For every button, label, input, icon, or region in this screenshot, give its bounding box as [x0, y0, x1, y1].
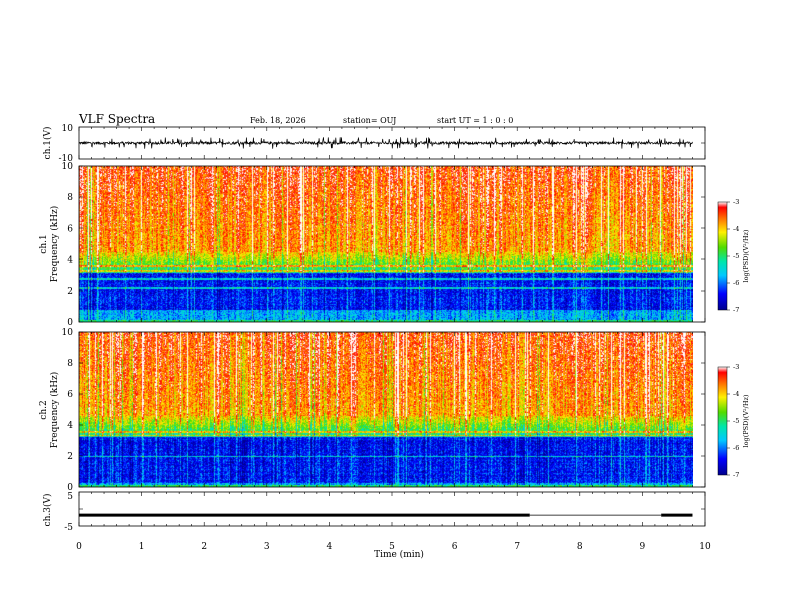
ch1-spectrogram-image — [79, 166, 693, 322]
ch3-waveform-panel: 5 -5 ch.3(V) 0 1 2 3 4 5 6 7 8 9 10 Time (min) — [42, 491, 711, 560]
colorbar-tick-label: -7 — [733, 306, 739, 314]
time-axis-label: Time (min) — [374, 549, 424, 560]
colorbar-tick-label: -5 — [733, 417, 739, 425]
time-tick-label: 8 — [577, 542, 583, 552]
time-tick-label: 0 — [76, 542, 82, 552]
time-tick-label: 7 — [514, 542, 520, 552]
time-tick-label: 6 — [452, 542, 458, 552]
colorbar-tick-label: -7 — [733, 471, 739, 479]
ch1-ytick-bottom: -10 — [59, 154, 74, 164]
time-tick-label: 4 — [327, 542, 333, 552]
colorbar-tick-label: -3 — [733, 198, 739, 206]
frequency-tick-label: 8 — [67, 359, 73, 369]
ch1-ytick-top: 10 — [62, 124, 74, 134]
ch1-waveform-ticks — [78, 127, 706, 159]
ch1-colorbar-ticks: -3 -4 -5 -6 -7 — [727, 198, 739, 314]
colorbar-tick-label: -5 — [733, 252, 739, 260]
colorbar-tick-label: -3 — [733, 363, 739, 371]
frequency-tick-label: 10 — [62, 162, 74, 172]
ch1-waveform-panel: 10 -10 ch.1(V) — [42, 124, 706, 164]
ch2-spectrogram-image — [79, 332, 693, 487]
frequency-tick-label: 10 — [62, 328, 74, 338]
ch1-waveform-trace — [78, 136, 693, 149]
ch2-colorbar — [717, 366, 728, 476]
time-axis-tick-labels: 0 1 2 3 4 5 6 7 8 9 10 — [76, 542, 711, 552]
time-tick-label: 9 — [640, 542, 646, 552]
frequency-tick-label: 4 — [67, 421, 73, 431]
ch2-spectrogram-ticks — [78, 331, 706, 488]
frequency-tick-label: 8 — [67, 193, 73, 203]
ch1-waveform-ylabel: ch.1(V) — [42, 127, 53, 160]
header-date: Feb. 18, 2026 — [250, 116, 306, 125]
ch3-waveform-ylabel: ch.3(V) — [42, 494, 53, 527]
frequency-tick-label: 6 — [67, 224, 73, 234]
ch2-spectrogram-ylabel-channel: ch.2 — [39, 400, 49, 419]
ch3-waveform-ticks — [78, 492, 706, 526]
ch3-ytick-top: 5 — [67, 492, 73, 502]
time-tick-label: 3 — [264, 542, 270, 552]
frequency-tick-label: 2 — [67, 452, 73, 462]
colorbar-tick-label: -6 — [733, 279, 739, 287]
ch1-spectrogram-ylabel-channel: ch.1 — [39, 234, 49, 253]
ch2-colorbar-label: log(PSD)(V²/Hz) — [742, 394, 750, 447]
time-tick-label: 5 — [389, 542, 395, 552]
frequency-tick-label: 0 — [67, 318, 73, 328]
ch1-spectrogram-ylabel-frequency: Frequency (kHz) — [49, 206, 60, 283]
ch2-colorbar-ticks: -3 -4 -5 -6 -7 — [727, 363, 739, 479]
frequency-tick-label: 6 — [67, 390, 73, 400]
ch1-spectrogram-ticks — [78, 165, 706, 323]
frequency-tick-label: 0 — [67, 483, 73, 493]
frequency-tick-label: 4 — [67, 256, 73, 266]
ch2-spectrogram-ytick-labels: 10 8 6 4 2 0 — [62, 328, 74, 493]
colorbar-tick-label: -4 — [733, 390, 739, 398]
ch1-spectrogram-ytick-labels: 10 8 6 4 2 0 — [62, 162, 74, 328]
time-tick-label: 1 — [139, 542, 145, 552]
ch3-ytick-bottom: -5 — [64, 523, 73, 533]
ch1-colorbar — [717, 201, 728, 311]
time-tick-label: 10 — [699, 542, 711, 552]
ch2-spectrogram-ylabel-frequency: Frequency (kHz) — [49, 372, 60, 449]
ch1-colorbar-label: log(PSD)(V²/Hz) — [742, 229, 750, 282]
figure-title: VLF Spectra — [78, 112, 155, 126]
ch3-waveform-frame — [78, 491, 706, 527]
colorbar-tick-label: -4 — [733, 225, 739, 233]
header-start-time: start UT = 1 : 0 : 0 — [437, 116, 513, 125]
frequency-tick-label: 2 — [67, 287, 73, 297]
colorbar-tick-label: -6 — [733, 444, 739, 452]
header-station: station= OUJ — [343, 116, 396, 125]
time-tick-label: 2 — [201, 542, 207, 552]
